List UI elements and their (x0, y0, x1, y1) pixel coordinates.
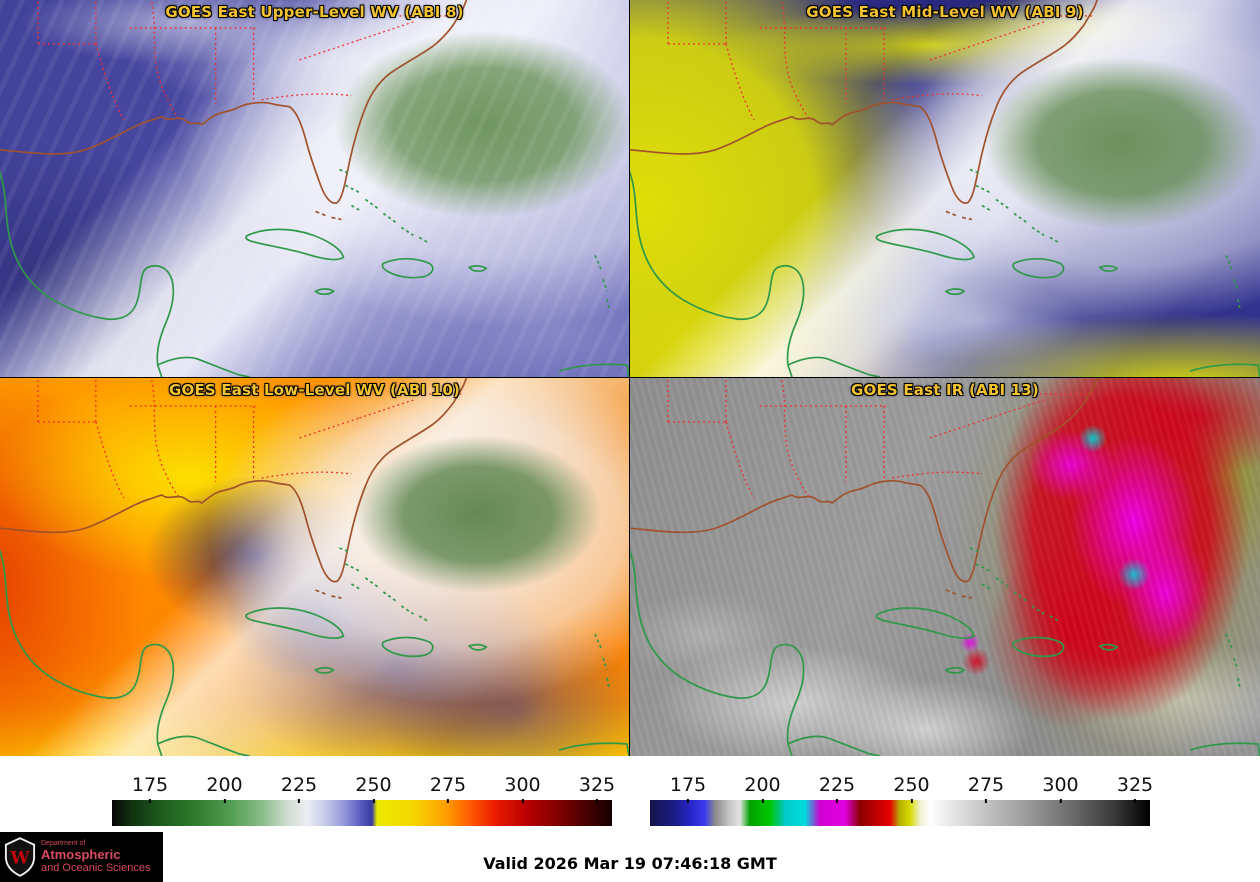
colorbar-tick-label: 225 (280, 774, 318, 796)
logo-line2: and Oceanic Sciences (41, 861, 151, 874)
panel-title: GOES East Upper-Level WV (ABI 8) (165, 3, 464, 21)
colorbar-tick-label: 250 (355, 774, 392, 796)
panel-low-level-wv: GOES East Low-Level WV (ABI 10) (0, 378, 630, 756)
colorbar-tick-label: 250 (893, 774, 930, 796)
svg-text:W: W (9, 848, 30, 868)
panel-mid-level-wv: GOES East Mid-Level WV (ABI 9) (630, 0, 1260, 378)
low-wv-imagery (0, 378, 629, 756)
colorbar-tick-label: 325 (578, 774, 616, 796)
map-overlay (0, 0, 629, 377)
uw-crest-icon: W (4, 837, 36, 877)
uw-aos-logo: W Department of Atmospheric and Oceanic … (0, 832, 163, 882)
logo-line1: Atmospheric (41, 846, 121, 862)
cloud-streak-texture (0, 0, 629, 377)
map-overlay (630, 0, 1260, 377)
ir-texture (630, 378, 1260, 756)
map-overlay (630, 378, 1260, 756)
colorbar-row: 175 200 225 250 275 300 325 175 200 225 … (0, 756, 1260, 832)
ir-colorbar-labels: 175 200 225 250 275 300 325 (650, 772, 1154, 796)
wv-colorbar-gradient (112, 800, 612, 826)
ir-colorbar: 175 200 225 250 275 300 325 (650, 772, 1154, 832)
colorbar-tick-label: 175 (131, 774, 169, 796)
panel-title: GOES East IR (ABI 13) (850, 381, 1039, 399)
valid-time-label: Valid 2026 Mar 19 07:46:18 GMT (483, 854, 777, 873)
colorbar-tick-label: 275 (967, 774, 1005, 796)
upper-wv-imagery (0, 0, 629, 377)
panel-upper-level-wv: GOES East Upper-Level WV (ABI 8) (0, 0, 630, 378)
colorbar-tick-label: 325 (1116, 774, 1154, 796)
logo-dept-line: Department of (41, 839, 86, 847)
panel-grid: GOES East Upper-Level WV (ABI 8) GOES Ea… (0, 0, 1260, 756)
footer: W Department of Atmospheric and Oceanic … (0, 832, 1260, 882)
colorbar-tick-label: 275 (429, 774, 467, 796)
colorbar-tick-label: 200 (744, 774, 781, 796)
panel-title: GOES East Low-Level WV (ABI 10) (168, 381, 461, 399)
map-overlay (0, 378, 629, 756)
panel-title: GOES East Mid-Level WV (ABI 9) (806, 3, 1084, 21)
ir-colorbar-gradient (650, 800, 1150, 826)
colorbar-tick-label: 225 (818, 774, 856, 796)
colorbar-tick-label: 175 (669, 774, 707, 796)
panel-ir: GOES East IR (ABI 13) (630, 378, 1260, 756)
ir-imagery (630, 378, 1260, 756)
wv-colorbar: 175 200 225 250 275 300 325 (112, 772, 616, 832)
colorbar-tick-label: 200 (206, 774, 243, 796)
colorbar-tick-label: 300 (504, 774, 541, 796)
colorbar-tick-label: 300 (1042, 774, 1079, 796)
logo-text: Department of Atmospheric and Oceanic Sc… (41, 840, 150, 874)
mid-wv-imagery (630, 0, 1260, 377)
wv-colorbar-labels: 175 200 225 250 275 300 325 (112, 772, 616, 796)
